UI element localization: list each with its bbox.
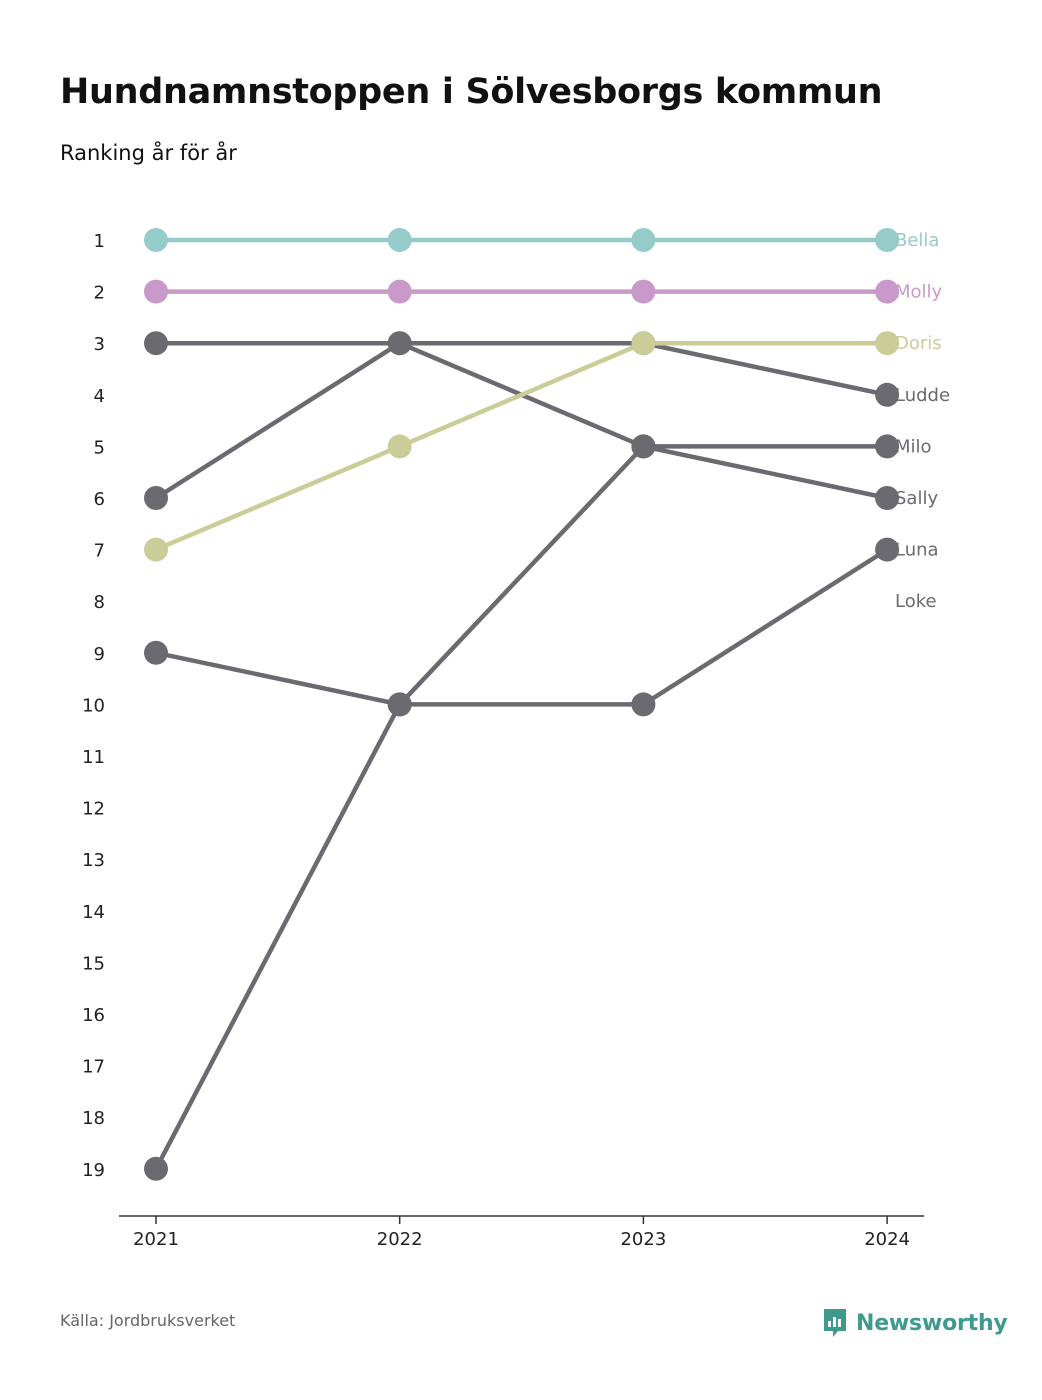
brand-logo: Newsworthy <box>822 1307 1008 1339</box>
data-point <box>875 434 900 459</box>
y-tick-label: 17 <box>82 1057 105 1078</box>
x-tick-label: 2021 <box>133 1229 179 1250</box>
data-point <box>631 228 656 252</box>
data-point <box>144 537 168 562</box>
y-tick-label: 15 <box>82 953 105 974</box>
series-line <box>155 547 889 707</box>
data-point <box>387 228 412 252</box>
data-point <box>875 331 900 356</box>
x-tick-label: 2023 <box>620 1229 666 1250</box>
y-tick-label: 8 <box>94 592 105 613</box>
y-tick-label: 5 <box>94 437 105 458</box>
series-label: Molly <box>895 282 943 303</box>
y-tick-label: 1 <box>94 231 105 252</box>
series-points <box>144 228 900 1181</box>
data-point <box>875 228 900 252</box>
y-tick-label: 18 <box>82 1108 105 1129</box>
y-tick-label: 9 <box>94 644 105 665</box>
y-tick-label: 2 <box>94 283 105 304</box>
data-point <box>144 486 168 510</box>
data-point <box>875 382 900 407</box>
series-label: Bella <box>895 230 939 251</box>
y-tick-label: 4 <box>94 386 105 407</box>
data-point <box>144 279 168 304</box>
series-label: Loke <box>895 591 937 612</box>
y-tick-label: 3 <box>94 334 105 355</box>
brand-name: Newsworthy <box>856 1310 1008 1336</box>
y-tick-label: 19 <box>82 1160 105 1181</box>
series-label: Luna <box>895 540 939 561</box>
y-tick-label: 16 <box>82 1005 105 1026</box>
data-point <box>875 279 900 304</box>
data-point <box>144 640 168 665</box>
y-tick-label: 10 <box>82 695 105 716</box>
data-point <box>144 228 168 252</box>
data-point <box>631 279 656 304</box>
data-point <box>875 537 900 562</box>
series-label: Doris <box>895 333 942 354</box>
chart-title: Hundnamnstoppen i Sölvesborgs kommun <box>60 72 883 112</box>
x-axis-ticks: 2021 2022 2023 2024 <box>133 1216 910 1250</box>
data-point <box>387 692 412 717</box>
data-point <box>144 1156 168 1181</box>
data-point <box>875 486 900 510</box>
series-line <box>154 340 888 500</box>
y-tick-label: 11 <box>82 747 105 768</box>
series-lines <box>154 237 889 1170</box>
series-label: Sally <box>895 488 938 509</box>
y-tick-label: 6 <box>94 489 105 510</box>
series-line <box>156 340 888 501</box>
y-tick-label: 14 <box>82 902 105 923</box>
series-label: Milo <box>895 436 932 457</box>
series-labels: Bella Molly Doris Ludde Milo Sally Luna Loke <box>895 230 950 612</box>
data-point <box>144 331 168 356</box>
data-point <box>631 692 656 717</box>
series-line <box>154 444 888 1170</box>
y-tick-label: 7 <box>94 541 105 562</box>
series-label: Ludde <box>895 385 950 406</box>
x-tick-label: 2022 <box>377 1229 423 1250</box>
chart-subtitle: Ranking år för år <box>60 141 237 165</box>
source-note: Källa: Jordbruksverket <box>60 1311 236 1330</box>
x-tick-label: 2024 <box>864 1229 910 1250</box>
data-point <box>387 279 412 304</box>
series-line <box>155 340 888 552</box>
y-tick-label: 13 <box>82 850 105 871</box>
data-point <box>631 434 656 459</box>
data-point <box>387 434 412 459</box>
data-point <box>387 331 412 356</box>
data-point <box>631 331 656 356</box>
newsworthy-logo-icon <box>824 1309 846 1337</box>
y-tick-label: 12 <box>82 799 105 820</box>
